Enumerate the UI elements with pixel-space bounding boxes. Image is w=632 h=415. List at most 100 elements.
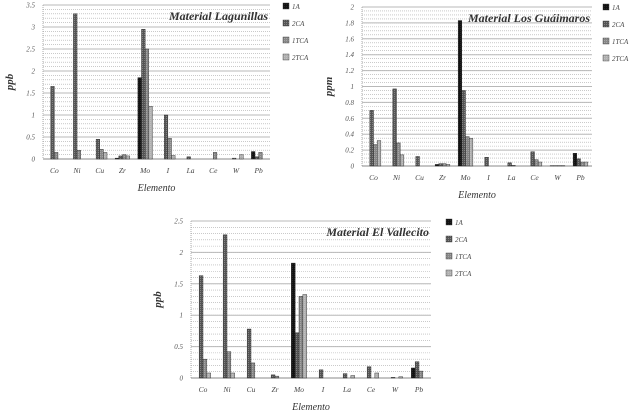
bar xyxy=(583,161,589,167)
bar xyxy=(434,164,440,167)
legend: 1A 2CA 1TCA 2TCA xyxy=(445,218,472,278)
bar xyxy=(390,377,396,379)
bar xyxy=(148,105,153,160)
bar xyxy=(54,152,59,160)
bar xyxy=(445,164,451,167)
bar xyxy=(350,375,355,379)
y-tick-label: 1 xyxy=(32,112,36,120)
legend-label: 1A xyxy=(292,3,301,11)
bar xyxy=(484,157,489,167)
chart-material-los-guaimaros: 0 0.2 0.4 0.6 0.8 1 1.2 1.4 1.6 1.8 2 Co Ni Cu Zr Mo I La… xyxy=(320,0,632,205)
bar xyxy=(576,158,581,167)
bar xyxy=(461,90,466,167)
bar xyxy=(76,149,81,160)
legend-swatch xyxy=(282,2,290,10)
bar xyxy=(392,88,397,167)
y-axis-label: ppb xyxy=(4,73,16,91)
x-category-label: Cu xyxy=(415,173,424,182)
x-category-label: Zr xyxy=(439,173,446,182)
x-category-label: Pb xyxy=(414,385,424,394)
y-tick-label: 0.2 xyxy=(345,147,354,155)
bar xyxy=(125,155,130,160)
x-axis-label: Elemento xyxy=(137,183,176,194)
x-category-label: W xyxy=(392,385,399,394)
x-category-label: Co xyxy=(50,166,59,175)
bar xyxy=(530,151,535,167)
bar xyxy=(318,369,324,379)
x-category-label: Pb xyxy=(575,173,585,182)
y-tick-label: 3 xyxy=(31,24,36,32)
y-tick-label: 1.5 xyxy=(174,280,183,288)
bar xyxy=(239,154,244,160)
bar xyxy=(246,328,252,379)
bar xyxy=(122,154,127,160)
legend-label: 2TCA xyxy=(455,270,472,278)
bar xyxy=(418,370,424,379)
x-axis-label: Elemento xyxy=(291,402,330,413)
bar xyxy=(376,140,382,167)
x-category-label: Ni xyxy=(73,166,81,175)
bar xyxy=(164,114,169,160)
bar xyxy=(114,157,120,160)
bar xyxy=(73,13,78,160)
bar xyxy=(374,372,379,379)
bar xyxy=(366,366,372,379)
legend-swatch xyxy=(602,37,610,45)
y-tick-label: 2 xyxy=(180,249,184,257)
y-axis-label: ppm xyxy=(323,76,335,97)
legend-swatch xyxy=(445,269,453,277)
bar xyxy=(254,156,259,160)
bar xyxy=(226,351,232,379)
chart-material-lagunillas: 0 0.5 1 1.5 2 2.5 3 3.5 Co Ni Cu Zr Mo I La Ce W Pb Materi… xyxy=(0,0,320,200)
x-category-label: Ce xyxy=(367,385,376,394)
bar xyxy=(270,374,276,379)
x-category-label: Mo xyxy=(139,166,150,175)
bar xyxy=(198,275,204,379)
y-tick-label: 0 xyxy=(351,163,355,171)
x-category-label: I xyxy=(166,166,170,175)
x-axis-label: Elemento xyxy=(457,190,496,201)
x-category-label: Ce xyxy=(530,173,539,182)
bar xyxy=(274,375,280,379)
bar xyxy=(186,156,191,160)
x-category-label: W xyxy=(233,166,240,175)
bar xyxy=(213,152,218,160)
bar xyxy=(294,332,300,379)
bar xyxy=(342,373,348,379)
legend-swatch xyxy=(602,20,610,28)
x-category-label: I xyxy=(486,173,490,182)
bar xyxy=(457,20,463,167)
y-tick-label: 1 xyxy=(351,83,355,91)
bar xyxy=(103,152,108,160)
y-tick-label: 3.5 xyxy=(25,2,35,10)
x-category-label: Cu xyxy=(247,385,256,394)
bar xyxy=(398,376,403,379)
legend-label: 1TCA xyxy=(455,253,472,261)
bar xyxy=(572,153,578,167)
bar xyxy=(507,162,512,167)
y-tick-label: 0.6 xyxy=(345,115,354,123)
y-tick-label: 1 xyxy=(180,312,184,320)
bar xyxy=(534,159,539,167)
legend-swatch xyxy=(282,53,290,61)
bar xyxy=(171,155,176,160)
y-tick-label: 2.5 xyxy=(26,46,35,54)
legend: 1A 2CA 1TCA 2TCA xyxy=(602,3,629,63)
bar xyxy=(414,361,420,379)
bar xyxy=(251,151,256,160)
legend-swatch xyxy=(282,19,290,27)
x-category-label: Zr xyxy=(119,166,126,175)
y-tick-label: 0 xyxy=(180,375,184,383)
y-tick-label: 0.8 xyxy=(345,99,354,107)
legend-swatch xyxy=(445,252,453,260)
x-category-label: Ni xyxy=(392,173,400,182)
bar xyxy=(202,358,208,379)
legend-swatch xyxy=(445,235,453,243)
bar xyxy=(468,137,474,167)
bar xyxy=(537,161,543,167)
y-axis-label: ppb xyxy=(152,291,164,309)
y-tick-label: 1.4 xyxy=(345,51,354,59)
x-category-label: La xyxy=(186,166,195,175)
bar xyxy=(465,136,470,167)
bar xyxy=(302,294,307,379)
